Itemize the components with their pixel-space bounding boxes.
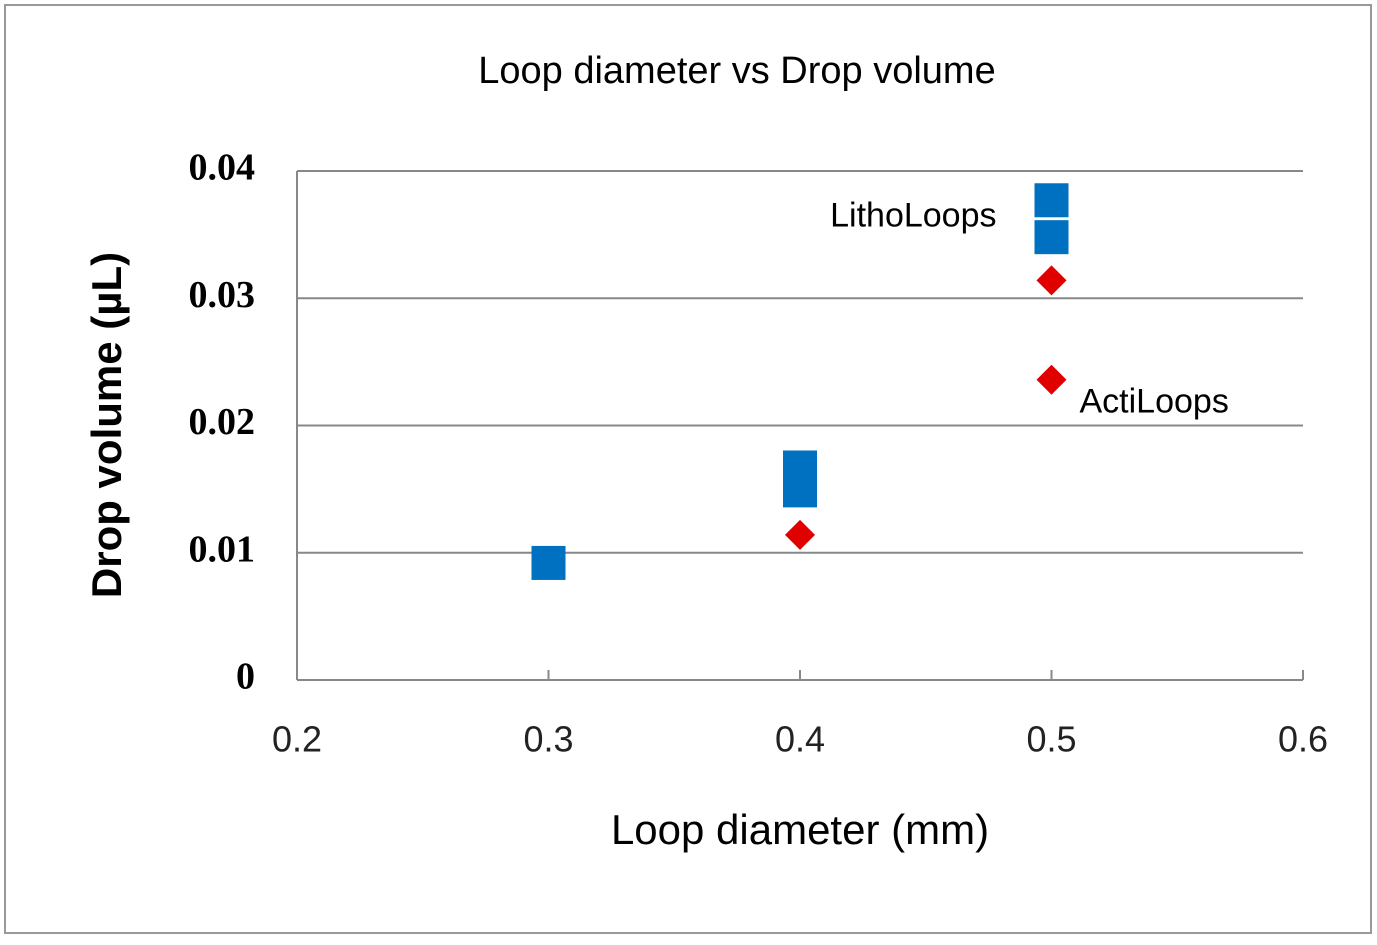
x-tick-label: 0.2 bbox=[272, 719, 322, 760]
square-marker bbox=[783, 473, 817, 508]
y-tick-label: 0.02 bbox=[189, 401, 256, 443]
x-tick-label: 0.5 bbox=[1026, 719, 1076, 760]
x-tick-label: 0.3 bbox=[523, 719, 573, 760]
series-label: LithoLoops bbox=[830, 196, 996, 234]
chart-frame bbox=[4, 4, 1372, 934]
x-tick-label: 0.6 bbox=[1278, 719, 1328, 760]
diamond-marker bbox=[1036, 364, 1067, 395]
y-tick-label: 0.04 bbox=[189, 147, 256, 189]
x-tick-label: 0.4 bbox=[775, 719, 825, 760]
x-axis-label: Loop diameter (mm) bbox=[611, 806, 989, 853]
y-tick-label: 0.01 bbox=[189, 528, 256, 570]
diamond-marker bbox=[785, 519, 815, 550]
y-tick-label: 0.03 bbox=[189, 274, 256, 316]
square-marker bbox=[1034, 183, 1069, 218]
square-marker bbox=[1034, 220, 1069, 255]
chart-title: Loop diameter vs Drop volume bbox=[478, 50, 995, 92]
diamond-marker bbox=[1036, 265, 1067, 296]
y-tick-label: 0 bbox=[236, 656, 255, 698]
square-marker bbox=[531, 545, 566, 580]
series-label: ActiLoops bbox=[1080, 383, 1229, 421]
y-axis-label: Drop volume (µL) bbox=[83, 252, 130, 598]
